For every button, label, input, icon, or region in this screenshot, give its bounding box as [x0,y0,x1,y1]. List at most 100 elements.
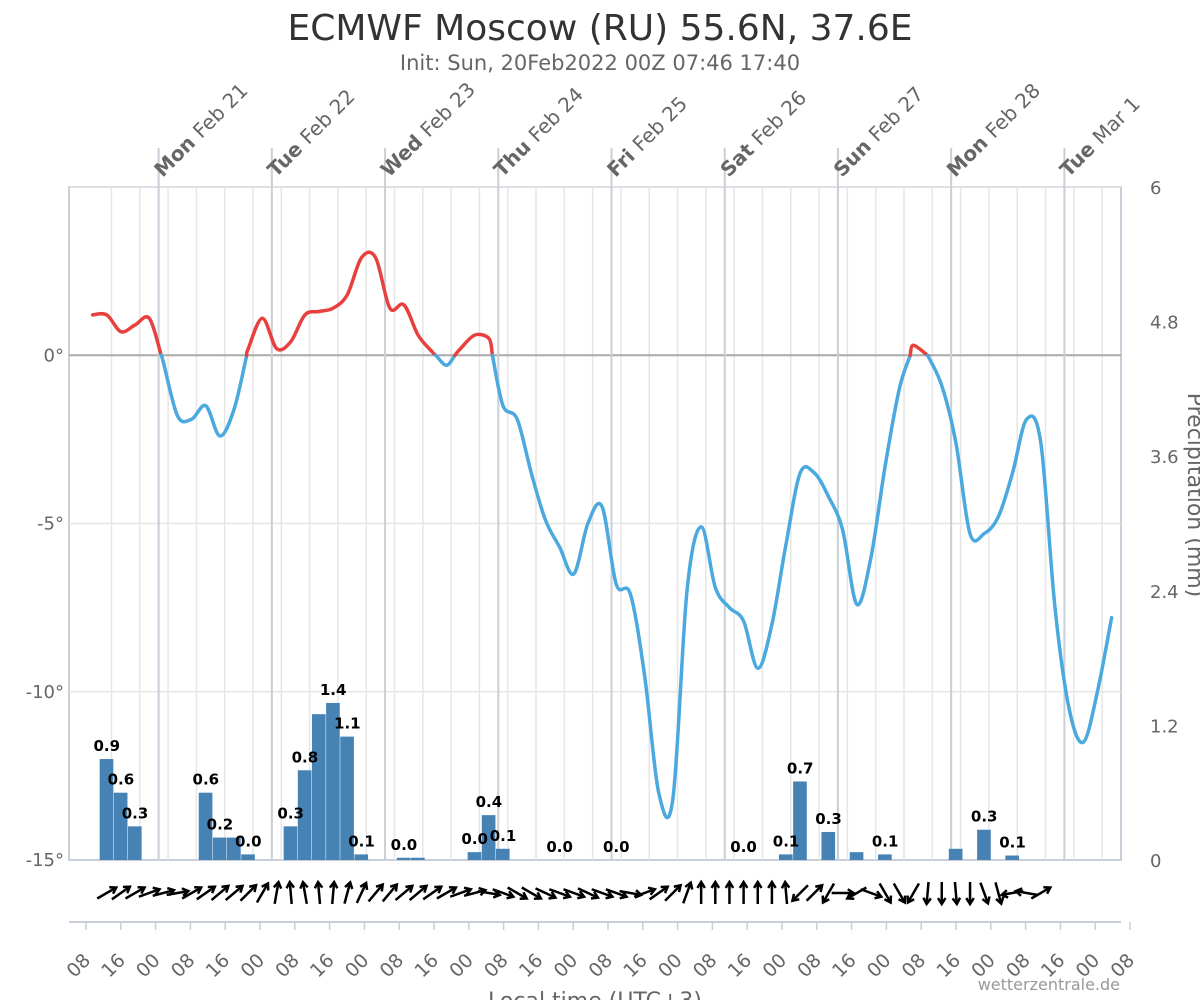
credits-text[interactable]: wetterzentrale.de [978,975,1120,994]
left-axis-tick-label: -15° [26,850,64,871]
wind-arrow-shaft [994,882,1003,904]
wind-arrow-shaft [367,883,384,903]
precipitation-labels: 0.90.60.30.60.20.00.30.81.41.10.1 0.0 0.00… [93,681,1025,856]
wind-arrow-head [981,896,991,906]
precipitation-bar [198,792,213,860]
temperature-segment-above-zero [453,332,495,358]
hour-tick-label: 08 [584,949,617,982]
precipitation-bar [241,854,255,860]
wind-arrows [96,879,1053,907]
wind-arrow [224,884,245,902]
hour-tick-label: 08 [271,949,304,982]
wind-arrow [767,879,777,904]
precipitation-value-label: 0.0 [461,830,488,848]
wind-arrow [780,879,791,905]
wind-arrow [355,880,369,904]
day-label: Wed Feb 23 [376,77,480,181]
wind-arrow-head [152,886,162,896]
chart-subtitle: Init: Sun, 20Feb2022 00Z 07:46 17:40 [400,51,800,75]
day-label-date: Feb 26 [747,86,812,151]
precipitation-bar [326,702,340,860]
wind-arrow-head [922,897,932,907]
right-axis-tick-label: 1.2 [1150,716,1179,737]
wind-arrow-head [767,879,777,889]
wind-arrow-head [724,879,735,889]
hour-tick-label: 16 [202,949,235,982]
day-label: Sun Feb 27 [829,82,929,182]
precipitation-bar [411,857,425,860]
wind-arrow-head [821,895,830,905]
hour-tick-label: 08 [793,949,826,982]
wind-arrow [272,879,283,905]
wind-arrow-head [448,885,458,895]
wind-arrow-head [181,887,191,897]
wind-arrow-shaft [436,886,457,900]
wind-arrow-head [936,897,947,907]
wind-arrow-shaft [633,888,656,898]
wind-arrow-shaft [979,882,990,904]
wind-arrow-head [299,879,309,890]
precipitation-bar [481,815,496,860]
wind-arrow-shaft [507,886,528,900]
precipitation-bar [948,848,963,860]
wind-arrow [738,879,749,904]
wind-arrow-head [577,890,587,900]
wind-arrow-shaft [664,884,682,902]
x-axis-title: Local time (UTC+3) [488,989,702,1000]
precipitation-value-label: 0.1 [348,832,375,850]
wind-arrow-head [710,879,721,889]
precipitation-value-label: 0.3 [277,804,304,822]
wind-arrow-shaft [288,881,293,905]
wind-arrow-head [790,893,800,903]
wind-arrow [805,883,824,902]
wind-arrow-shaft [124,886,146,900]
day-label-date: Mar 1 [1088,92,1145,149]
right-axis-title: Precipitation (mm) [1182,393,1200,598]
hour-tick-label: 08 [62,949,95,982]
right-axis-tick-label: 0 [1150,851,1161,872]
wind-arrow-head [696,879,706,889]
wind-arrow [696,879,706,904]
precipitation-bar [227,837,241,860]
wind-arrow-head [883,895,893,905]
wind-arrow-shaft [548,888,571,898]
hour-tick-label: 16 [306,949,339,982]
hour-tick-label: 00 [758,949,791,982]
day-label: Tue Mar 1 [1055,92,1145,182]
wind-arrow-shaft [343,882,352,904]
wind-arrow [860,888,884,900]
temperature-segment-above-zero [90,311,163,358]
wind-arrow [682,880,694,904]
left-axis-tick-label: 0° [44,345,64,366]
wind-arrow-head [137,885,147,895]
day-label: Tue Feb 22 [262,84,359,181]
hour-tick-label: 16 [410,949,443,982]
wind-arrow-shaft [805,884,824,902]
hour-tick-label: 00 [550,949,583,982]
hour-tick-label: 16 [97,949,130,982]
precipitation-bar [778,854,793,860]
wind-arrow-head [780,879,791,889]
wind-arrow-head [533,891,543,901]
wind-arrow-shaft [477,889,500,897]
wind-arrow [449,886,474,898]
precipitation-value-label: 0.2 [207,816,234,834]
precipitation-value-label: 0.1 [872,832,899,850]
hour-tick-label: 08 [480,949,513,982]
precipitation-value-label: 0.3 [815,810,842,828]
wind-arrow-shaft [605,888,627,898]
precipitation-bar [396,857,411,860]
wind-arrow-head [122,885,132,894]
wind-arrow-shaft [316,881,322,905]
precipitation-bar [977,829,991,860]
wind-arrow [648,885,670,901]
wind-arrow-shaft [210,884,230,902]
wind-arrow-shaft [1030,886,1051,900]
wind-arrow-head [359,880,369,891]
precipitation-value-label: 0.8 [292,748,319,766]
wind-arrow [752,879,763,904]
day-label: Sat Feb 26 [715,86,811,182]
wind-arrow-shaft [96,886,117,900]
precipitation-value-label: 0.3 [122,804,149,822]
day-label-date: Feb 25 [628,92,693,157]
